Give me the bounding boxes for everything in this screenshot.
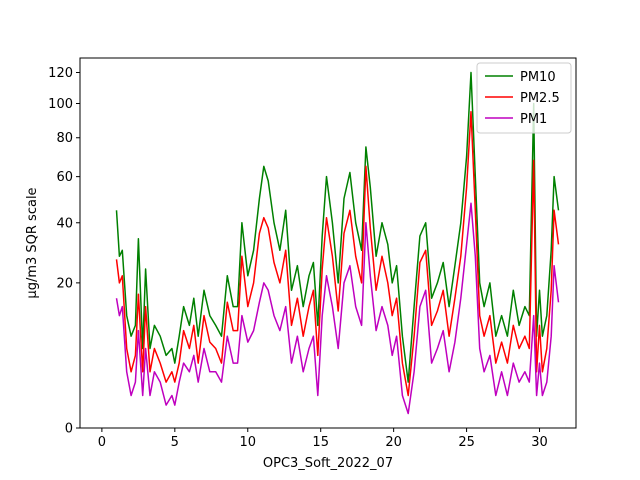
y-axis-ticks: 0 20 40 60 80 100 120 bbox=[48, 66, 80, 437]
legend: PM10 PM2.5 PM1 bbox=[476, 62, 572, 134]
x-axis-label: OPC3_Soft_2022_07 bbox=[263, 456, 393, 471]
y-tick-label: 120 bbox=[48, 66, 73, 81]
y-tick-label: 20 bbox=[56, 276, 73, 291]
y-tick-label: 60 bbox=[56, 170, 73, 185]
plot-frame bbox=[79, 57, 577, 429]
x-tick-label: 5 bbox=[171, 435, 179, 450]
x-tick-label: 0 bbox=[98, 435, 106, 450]
legend-box bbox=[476, 62, 572, 134]
legend-label: PM1 bbox=[520, 112, 547, 127]
y-tick-label: 40 bbox=[56, 216, 73, 231]
series-line-pm2-5 bbox=[115, 110, 560, 397]
y-tick-label: 80 bbox=[56, 131, 73, 146]
x-tick-label: 25 bbox=[458, 435, 475, 450]
y-axis-label: µg/m3 SQR scale bbox=[25, 187, 40, 298]
legend-label: PM10 bbox=[520, 70, 556, 85]
series-line-pm1 bbox=[115, 202, 560, 415]
series-line-pm10 bbox=[115, 71, 560, 383]
y-tick-label: 100 bbox=[48, 97, 73, 112]
y-tick-label: 0 bbox=[65, 422, 73, 437]
x-tick-label: 15 bbox=[312, 435, 329, 450]
x-tick-label: 30 bbox=[531, 435, 548, 450]
x-tick-label: 20 bbox=[385, 435, 402, 450]
x-tick-label: 10 bbox=[239, 435, 256, 450]
x-axis-ticks: 0 5 10 15 20 25 30 bbox=[98, 428, 548, 450]
plot-lines bbox=[115, 71, 560, 415]
legend-label: PM2.5 bbox=[520, 91, 560, 106]
